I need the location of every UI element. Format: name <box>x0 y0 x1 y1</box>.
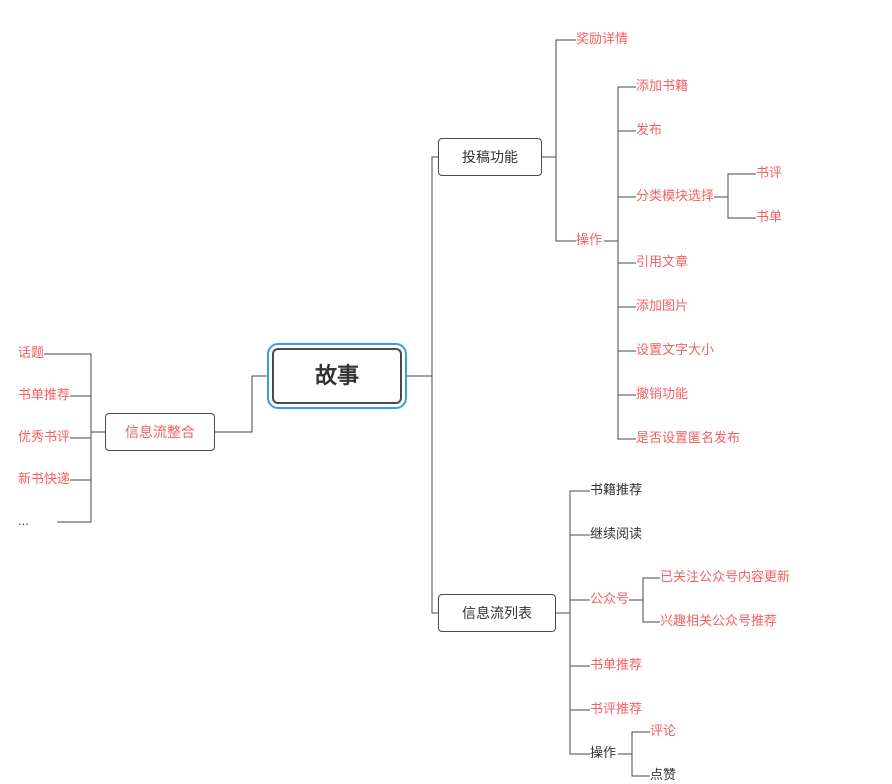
node-r0-1-3: 引用文章 <box>636 254 688 271</box>
leaf-0-left: 话题 <box>18 345 44 362</box>
node-r1-2-1: 兴趣相关公众号推荐 <box>660 613 777 630</box>
box-right-1: 信息流列表 <box>438 594 556 632</box>
node-r0-1-6: 撤销功能 <box>636 386 688 403</box>
node-r0-1-1: 发布 <box>636 122 662 139</box>
node-r1-5-0: 评论 <box>650 723 676 740</box>
mindmap-canvas: 故事信息流整合话题书单推荐优秀书评新书快递...投稿功能奖励详情操作添加书籍发布… <box>0 0 892 779</box>
root-node: 故事 <box>272 348 402 404</box>
node-r0-1: 操作 <box>576 232 602 249</box>
node-r0-1-0: 添加书籍 <box>636 78 688 95</box>
leaf-2-left: 优秀书评 <box>18 429 70 446</box>
node-r1-4: 书评推荐 <box>590 701 642 718</box>
node-r1-3: 书单推荐 <box>590 657 642 674</box>
node-r1-2-0: 已关注公众号内容更新 <box>660 569 790 586</box>
node-r0-1-7: 是否设置匿名发布 <box>636 430 740 447</box>
leaf-4-left: ... <box>18 513 29 530</box>
node-r1-1: 继续阅读 <box>590 526 642 543</box>
node-r1-5-1: 点赞 <box>650 767 676 784</box>
node-r0-1-4: 添加图片 <box>636 298 688 315</box>
node-r0-1-5: 设置文字大小 <box>636 342 714 359</box>
box-right-0: 投稿功能 <box>438 138 542 176</box>
node-r0-0: 奖励详情 <box>576 31 628 48</box>
node-r0-1-2-1: 书单 <box>756 209 782 226</box>
node-r0-1-2: 分类模块选择 <box>636 188 714 205</box>
node-r0-1-2-0: 书评 <box>756 165 782 182</box>
box-info-integration: 信息流整合 <box>105 413 215 451</box>
connector-lines <box>0 0 892 779</box>
leaf-1-left: 书单推荐 <box>18 387 70 404</box>
node-r1-0: 书籍推荐 <box>590 482 642 499</box>
leaf-3-left: 新书快递 <box>18 471 70 488</box>
node-r1-2: 公众号 <box>590 591 629 608</box>
node-r1-5: 操作 <box>590 745 616 762</box>
